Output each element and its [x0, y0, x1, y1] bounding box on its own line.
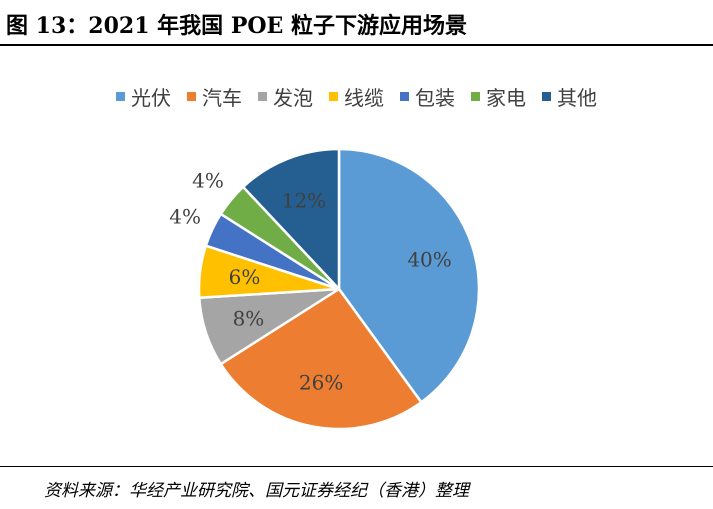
pie-slice-other [241, 147, 341, 293]
legend-swatch-auto [187, 92, 196, 101]
title-divider [0, 44, 713, 46]
chart-legend: 光伏 汽车 发泡 线缆 包装 家电 其他 [0, 82, 713, 111]
legend-item-cable: 线缆 [329, 82, 384, 111]
legend-label-foam: 发泡 [273, 86, 313, 110]
legend-item-foam: 发泡 [258, 82, 313, 111]
pie-label-other: 12% [282, 188, 326, 212]
pie-label-appliance: 4% [192, 169, 224, 193]
legend-label-cable: 线缆 [344, 86, 384, 110]
source-divider [0, 466, 713, 467]
source-note: 资料来源：华经产业研究院、国元证券经纪（香港）整理 [44, 481, 469, 501]
legend-item-other: 其他 [542, 82, 597, 111]
figure-title: 图 13：2021 年我国 POE 粒子下游应用场景 [6, 13, 467, 39]
legend-swatch-other [542, 92, 551, 101]
pie-label-packaging: 4% [169, 205, 201, 229]
legend-item-auto: 汽车 [187, 82, 242, 111]
legend-label-auto: 汽车 [202, 86, 242, 110]
pie-label-pv: 40% [407, 248, 451, 272]
legend-swatch-cable [329, 92, 338, 101]
legend-swatch-foam [258, 92, 267, 101]
legend-swatch-appliance [471, 92, 480, 101]
pie-slice-pv [337, 147, 481, 405]
pie-label-auto: 26% [299, 371, 343, 395]
legend-swatch-pv [116, 92, 125, 101]
legend-item-pv: 光伏 [116, 82, 171, 111]
legend-item-packaging: 包装 [400, 82, 455, 111]
legend-item-appliance: 家电 [471, 82, 526, 111]
legend-label-pv: 光伏 [131, 86, 171, 110]
legend-swatch-packaging [400, 92, 409, 101]
pie-slice-auto [219, 287, 424, 431]
legend-label-packaging: 包装 [415, 86, 455, 110]
legend-label-appliance: 家电 [486, 86, 526, 110]
pie-label-cable: 6% [229, 265, 261, 289]
legend-label-other: 其他 [557, 86, 597, 110]
pie-label-foam: 8% [233, 306, 265, 330]
